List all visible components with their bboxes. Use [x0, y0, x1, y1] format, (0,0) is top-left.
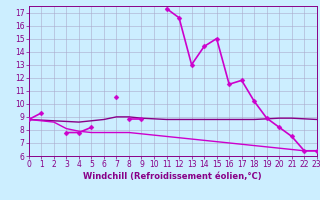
X-axis label: Windchill (Refroidissement éolien,°C): Windchill (Refroidissement éolien,°C) — [84, 172, 262, 181]
